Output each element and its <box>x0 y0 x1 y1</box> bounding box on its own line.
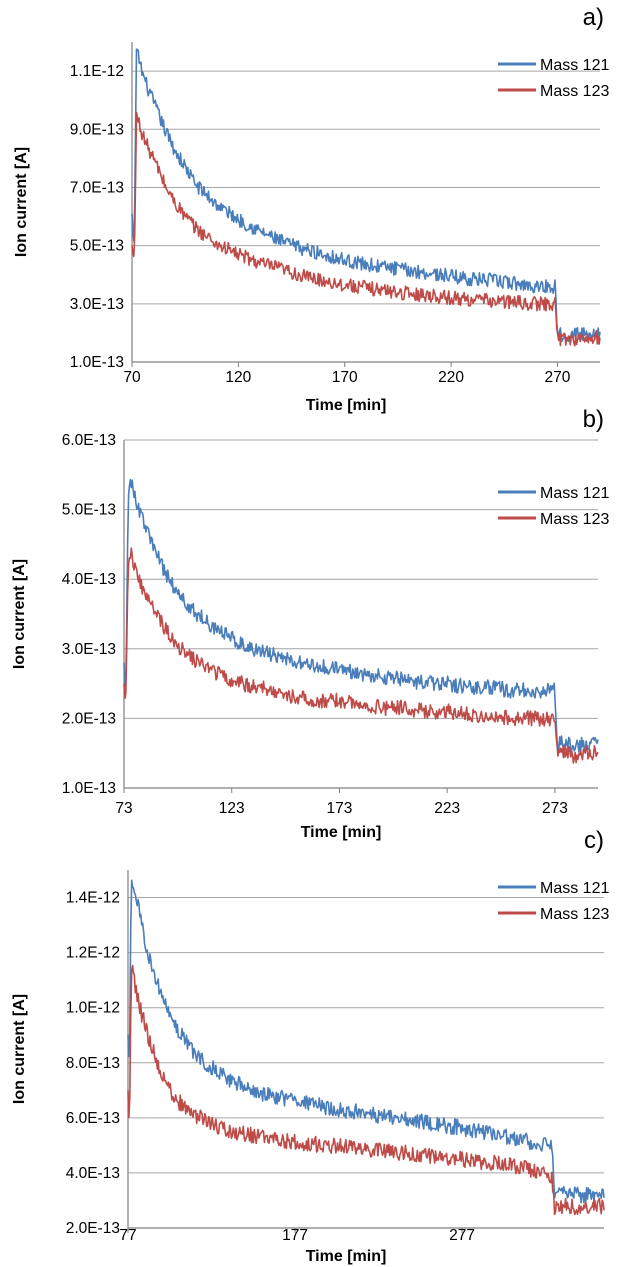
y-tick-label: 1.2E-12 <box>66 945 120 962</box>
y-tick-label: 9.0E-13 <box>70 121 124 138</box>
x-axis-label: Time [min] <box>306 397 387 414</box>
legend-label: Mass 123 <box>540 511 609 528</box>
y-tick-label: 3.0E-13 <box>62 641 116 658</box>
x-tick-label: 177 <box>282 1227 308 1244</box>
y-tick-label: 1.4E-12 <box>66 890 120 907</box>
y-tick-label: 1.1E-12 <box>70 63 124 80</box>
x-tick-label: 70 <box>123 369 141 386</box>
panel-letter: c) <box>584 827 604 854</box>
x-tick-label: 120 <box>225 369 251 386</box>
y-tick-label: 3.0E-13 <box>70 296 124 313</box>
x-tick-label: 277 <box>449 1227 475 1244</box>
y-tick-label: 8.0E-13 <box>66 1055 120 1072</box>
x-axis-label: Time [min] <box>306 1248 387 1265</box>
x-axis-label: Time [min] <box>301 824 382 841</box>
series-line-1 <box>123 478 599 753</box>
x-tick-label: 223 <box>434 800 460 817</box>
y-tick-label: 4.0E-13 <box>66 1165 120 1182</box>
y-tick-label: 2.0E-13 <box>66 1220 120 1237</box>
chart-panel-1: 1.0E-13 3.0E-13 5.0E-13 7.0E-13 9.0E-13 1.1E-… <box>13 4 609 414</box>
x-tick-label: 173 <box>327 800 353 817</box>
y-tick-label: 7.0E-13 <box>70 179 124 196</box>
y-axis-label: Ion current [A] <box>13 147 30 257</box>
y-tick-label: 5.0E-13 <box>62 502 116 519</box>
x-tick-label: 77 <box>119 1227 136 1244</box>
legend-label: Mass 123 <box>540 83 609 100</box>
y-axis-label: Ion current [A] <box>11 559 28 669</box>
y-tick-label: 5.0E-13 <box>70 238 124 255</box>
y-tick-label: 1.0E-13 <box>62 780 116 797</box>
chart-panel-3: 2.0E-13 4.0E-13 6.0E-13 8.0E-13 1.0E-12 1.2E-… <box>11 827 609 1265</box>
panel-letter: a) <box>583 4 604 31</box>
series-line-1 <box>127 879 605 1204</box>
panel-letter: b) <box>583 406 604 433</box>
chart-panel-2: 1.0E-13 2.0E-13 3.0E-13 4.0E-13 5.0E-13 6.0E-… <box>11 406 609 841</box>
x-tick-label: 270 <box>545 369 571 386</box>
x-tick-label: 123 <box>219 800 245 817</box>
series-line-2 <box>127 964 605 1216</box>
legend-label: Mass 121 <box>540 57 609 74</box>
series-line-2 <box>131 111 601 347</box>
y-tick-label: 4.0E-13 <box>62 571 116 588</box>
series-line-1 <box>131 48 601 343</box>
series-line-2 <box>123 547 599 764</box>
y-tick-label: 6.0E-13 <box>66 1110 120 1127</box>
y-tick-label: 6.0E-13 <box>62 432 116 449</box>
x-tick-label: 220 <box>438 369 464 386</box>
legend-label: Mass 123 <box>540 906 609 923</box>
x-tick-label: 273 <box>542 800 568 817</box>
x-tick-label: 73 <box>115 800 132 817</box>
y-axis-label: Ion current [A] <box>11 994 28 1104</box>
legend-label: Mass 121 <box>540 485 609 502</box>
x-tick-label: 170 <box>332 369 358 386</box>
y-tick-label: 1.0E-12 <box>66 1000 120 1017</box>
legend-label: Mass 121 <box>540 880 609 897</box>
y-tick-label: 2.0E-13 <box>62 710 116 727</box>
y-tick-label: 1.0E-13 <box>70 354 124 371</box>
